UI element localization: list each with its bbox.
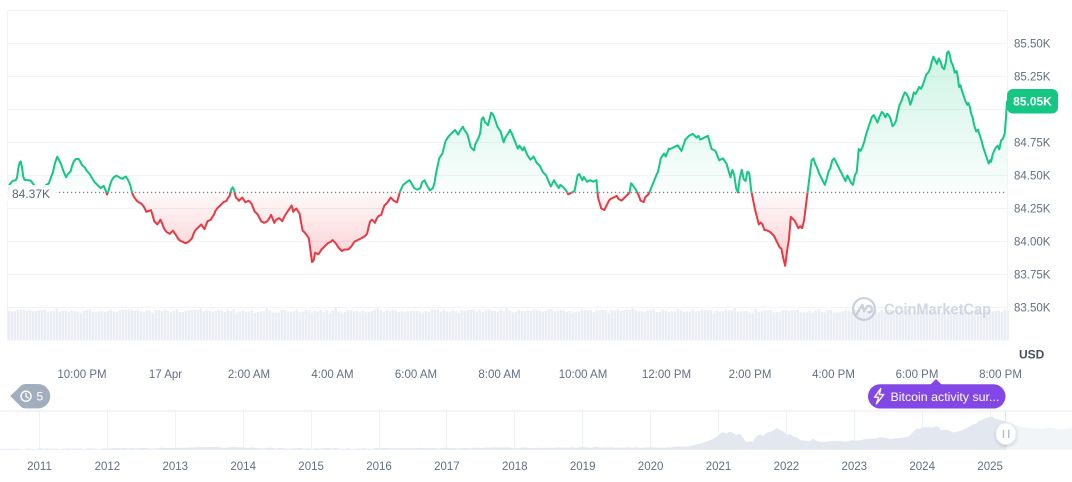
svg-text:17 Apr: 17 Apr [149, 369, 182, 381]
svg-text:2017: 2017 [434, 461, 460, 473]
svg-text:2025: 2025 [977, 461, 1003, 473]
svg-text:8:00 PM: 8:00 PM [979, 369, 1022, 381]
svg-text:2013: 2013 [163, 461, 189, 473]
svg-text:2:00 AM: 2:00 AM [228, 369, 270, 381]
svg-text:Bitcoin activity sur...: Bitcoin activity sur... [891, 390, 1000, 404]
svg-text:6:00 AM: 6:00 AM [395, 369, 437, 381]
svg-text:84.50K: 84.50K [1014, 171, 1051, 183]
svg-text:83.75K: 83.75K [1014, 270, 1051, 282]
svg-text:84.25K: 84.25K [1014, 204, 1051, 216]
svg-text:8:00 AM: 8:00 AM [478, 369, 520, 381]
svg-text:2024: 2024 [909, 461, 935, 473]
svg-text:2012: 2012 [95, 461, 121, 473]
svg-text:2021: 2021 [706, 461, 732, 473]
svg-text:83.50K: 83.50K [1014, 303, 1051, 315]
svg-text:84.00K: 84.00K [1014, 237, 1051, 249]
svg-text:USD: USD [1019, 348, 1045, 362]
svg-text:10:00 AM: 10:00 AM [559, 369, 608, 381]
svg-text:2011: 2011 [27, 461, 52, 473]
svg-text:4:00 PM: 4:00 PM [812, 369, 855, 381]
svg-text:2:00 PM: 2:00 PM [729, 369, 772, 381]
svg-text:2015: 2015 [298, 461, 324, 473]
svg-text:84.37K: 84.37K [12, 187, 50, 201]
svg-text:2019: 2019 [570, 461, 596, 473]
svg-text:85.50K: 85.50K [1014, 39, 1051, 51]
svg-text:4:00 AM: 4:00 AM [311, 369, 353, 381]
svg-text:CoinMarketCap: CoinMarketCap [884, 302, 991, 319]
svg-text:85.25K: 85.25K [1014, 72, 1051, 84]
svg-text:6:00 PM: 6:00 PM [896, 369, 939, 381]
svg-text:2023: 2023 [842, 461, 868, 473]
svg-text:2018: 2018 [502, 461, 528, 473]
svg-text:85.05K: 85.05K [1013, 95, 1052, 109]
svg-text:2020: 2020 [638, 461, 664, 473]
svg-text:2016: 2016 [366, 461, 392, 473]
svg-text:2014: 2014 [230, 461, 256, 473]
svg-text:2022: 2022 [774, 461, 800, 473]
svg-text:84.75K: 84.75K [1014, 138, 1051, 150]
svg-text:12:00 PM: 12:00 PM [642, 369, 691, 381]
svg-text:5: 5 [37, 390, 44, 404]
svg-text:10:00 PM: 10:00 PM [57, 369, 106, 381]
